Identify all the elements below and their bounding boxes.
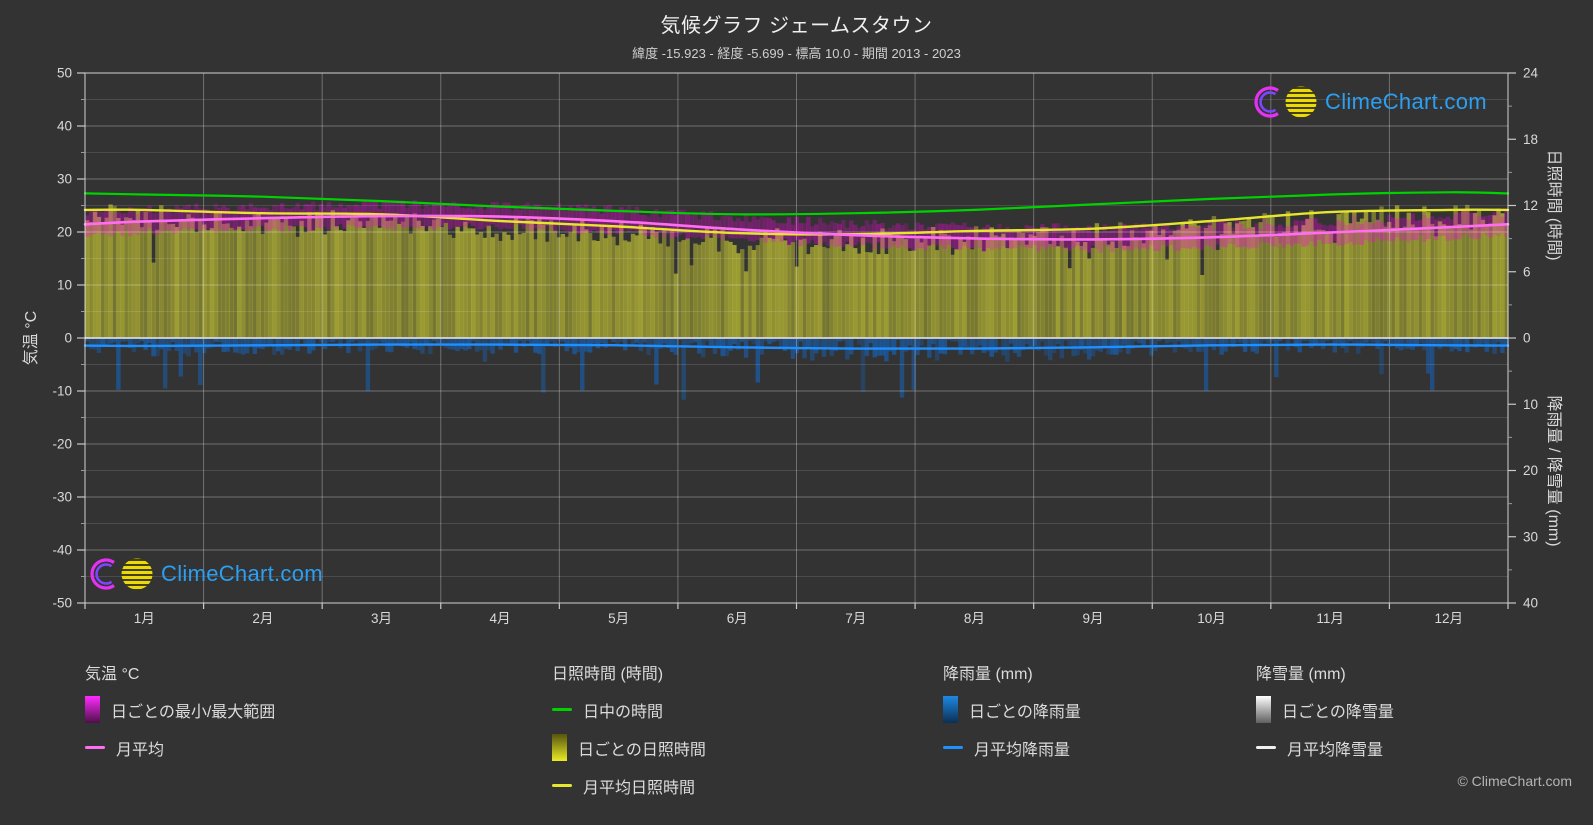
climechart-logo-bottom-left: ClimeChart.com [90, 556, 323, 592]
daily-value-bars [85, 200, 1509, 400]
legend-sun-header: 日照時間 (時間) [552, 666, 664, 683]
trend-lines [83, 191, 1510, 350]
legend-label: 日ごとの最小/最大範囲 [111, 703, 276, 721]
svg-text:-50: -50 [52, 596, 72, 611]
rain-daily-swatch-icon [943, 696, 958, 723]
legend-rain-header: 降雨量 (mm) [943, 666, 1033, 683]
logo-c-ring-outer [90, 558, 115, 590]
sun-daily-swatch-icon [552, 734, 567, 761]
climate-chart-canvas: 50 40 30 20 10 0 -10 -20 -30 -40 -50 24 18 12 6 0 10 20 30… [22, 66, 1563, 627]
svg-text:10: 10 [57, 278, 72, 293]
svg-text:0: 0 [1523, 331, 1531, 346]
sunshine-mean-line [83, 208, 1510, 236]
svg-text:30: 30 [1523, 529, 1538, 544]
month-label: 8月 [964, 611, 985, 626]
svg-text:40: 40 [1523, 596, 1538, 611]
logo-c-ring-inner [1259, 91, 1277, 113]
svg-text:6: 6 [1523, 264, 1531, 279]
rain-mean-line [83, 343, 1510, 350]
legend-label: 月平均降雨量 [974, 741, 1071, 759]
snow-daily-swatch-icon [1256, 696, 1271, 723]
copyright-note: © ClimeChart.com [1457, 773, 1572, 789]
legend-temp-header: 気温 °C [85, 666, 140, 683]
legend-label: 日ごとの日照時間 [578, 741, 706, 759]
svg-text:10: 10 [1523, 397, 1538, 412]
svg-text:18: 18 [1523, 132, 1538, 147]
logo-striped-sun [121, 558, 153, 590]
svg-text:20: 20 [1523, 463, 1538, 478]
legend-item-sun-mean: 月平均日照時間 [552, 772, 706, 799]
logo-wordmark: ClimeChart.com [1325, 89, 1487, 114]
precip-axis-title: 降雨量 / 降雪量 (mm) [1545, 395, 1563, 546]
axes: 50 40 30 20 10 0 -10 -20 -30 -40 -50 24 18 12 6 0 10 20 30… [22, 66, 1563, 627]
month-label: 4月 [490, 611, 511, 626]
snow-mean-line-icon [1256, 746, 1276, 749]
month-label: 5月 [608, 611, 629, 626]
legend-label: 月平均降雪量 [1287, 741, 1384, 759]
svg-text:20: 20 [57, 225, 72, 240]
climechart-logo-icon [1254, 86, 1317, 118]
rain-mean-line-icon [943, 746, 963, 749]
climechart-logo-top-right: ClimeChart.com [1254, 84, 1487, 120]
legend-snow-header: 降雪量 (mm) [1256, 666, 1346, 683]
daylight-line-icon [552, 708, 572, 711]
logo-wordmark: ClimeChart.com [161, 561, 323, 586]
sun-mean-line-icon [552, 784, 572, 787]
svg-text:12: 12 [1523, 198, 1538, 213]
legend-column-temperature: 気温 °C 日ごとの最小/最大範囲 月平均 [85, 660, 275, 772]
svg-text:50: 50 [57, 66, 72, 81]
legend-item-snow-mean: 月平均降雪量 [1256, 734, 1394, 761]
page-subtitle: 緯度 -15.923 - 経度 -5.699 - 標高 10.0 - 期間 20… [632, 46, 961, 61]
svg-text:0: 0 [64, 331, 72, 346]
legend-label: 日ごとの降雨量 [969, 703, 1081, 721]
month-label: 7月 [845, 611, 866, 626]
month-label: 6月 [727, 611, 748, 626]
month-label: 12月 [1434, 611, 1463, 626]
legend-item-snow-daily: 日ごとの降雪量 [1256, 696, 1394, 723]
temp-range-swatch-icon [85, 696, 100, 723]
legend-label: 月平均日照時間 [583, 779, 696, 797]
month-label: 3月 [371, 611, 392, 626]
month-label: 1月 [134, 611, 155, 626]
legend-item-rain-daily: 日ごとの降雨量 [943, 696, 1081, 723]
legend-item-temp-mean: 月平均 [85, 734, 275, 761]
month-label: 9月 [1082, 611, 1103, 626]
daylight-line [83, 191, 1510, 216]
temp-mean-line-icon [85, 746, 105, 749]
svg-text:-40: -40 [52, 543, 72, 558]
legend-column-snow: 降雪量 (mm) 日ごとの降雪量 月平均降雪量 [1256, 660, 1394, 772]
month-label: 10月 [1197, 611, 1226, 626]
logo-c-ring-outer [1254, 86, 1279, 118]
legend-item-daylight: 日中の時間 [552, 696, 706, 723]
logo-striped-sun [1285, 86, 1317, 118]
temperature-mean-line [83, 214, 1510, 241]
legend-label: 日中の時間 [583, 703, 664, 721]
temp-axis-title: 気温 °C [22, 311, 40, 365]
climechart-logo-icon [90, 558, 153, 590]
page-title: 気候グラフ ジェームスタウン [660, 15, 933, 37]
legend-column-sunshine: 日照時間 (時間) 日中の時間 日ごとの日照時間 月平均日照時間 [552, 660, 706, 810]
svg-text:-30: -30 [52, 490, 72, 505]
legend-label: 日ごとの降雪量 [1282, 703, 1394, 721]
month-label: 2月 [252, 611, 273, 626]
svg-text:30: 30 [57, 172, 72, 187]
legend-label: 月平均 [116, 741, 165, 759]
legend-item-sun-daily: 日ごとの日照時間 [552, 734, 706, 761]
legend-item-rain-mean: 月平均降雨量 [943, 734, 1081, 761]
svg-text:-10: -10 [52, 384, 72, 399]
svg-text:24: 24 [1523, 66, 1539, 81]
logo-c-ring-inner [95, 563, 113, 585]
legend-column-rain: 降雨量 (mm) 日ごとの降雨量 月平均降雨量 [943, 660, 1081, 772]
svg-text:40: 40 [57, 119, 72, 134]
sunshine-axis-title: 日照時間 (時間) [1545, 149, 1563, 260]
svg-text:-20: -20 [52, 437, 72, 452]
legend-item-temp-range: 日ごとの最小/最大範囲 [85, 696, 275, 723]
month-label: 11月 [1316, 611, 1344, 626]
